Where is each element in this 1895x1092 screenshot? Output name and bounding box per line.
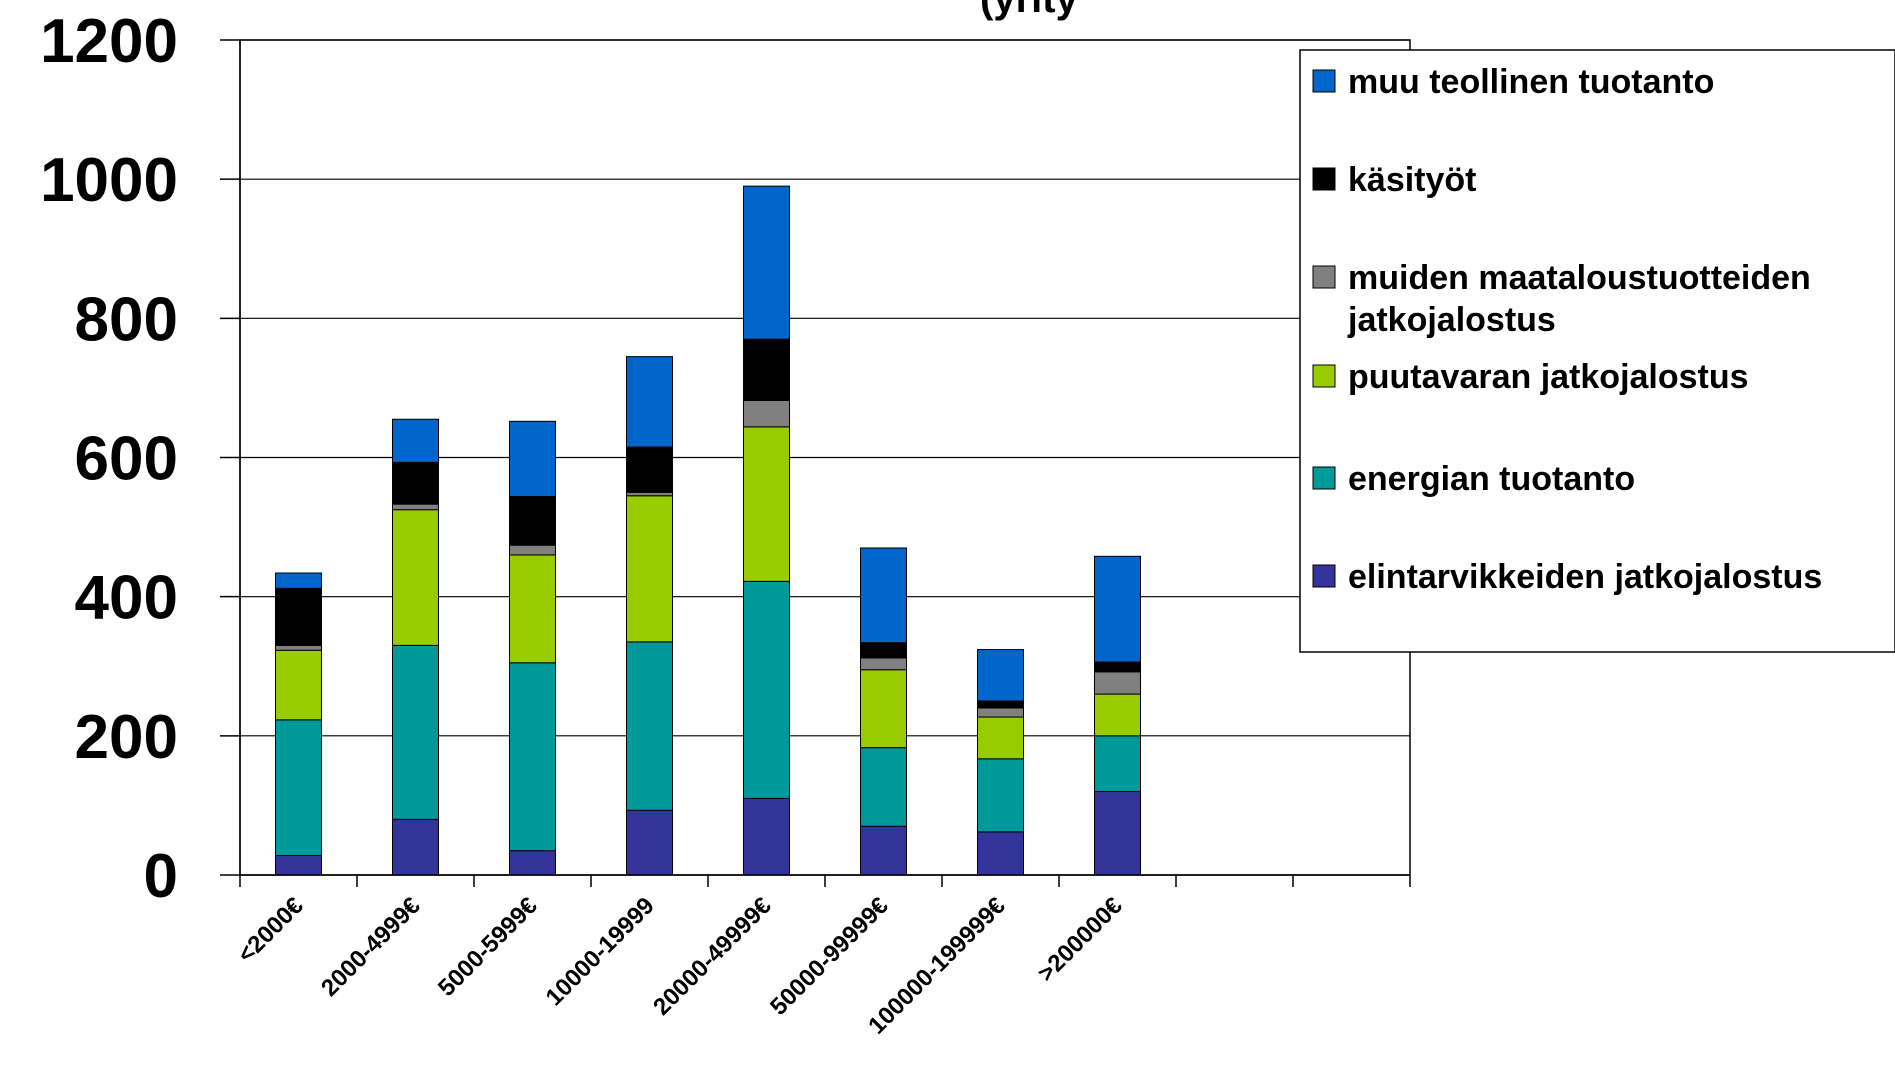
legend-swatch: [1312, 364, 1336, 388]
bar-segment-7-1: [1094, 735, 1141, 792]
bar-segment-0-1: [275, 719, 322, 857]
bar-segment-3-3: [626, 491, 673, 497]
bar-segment-4-2: [743, 426, 790, 582]
bar-segment-7-3: [1094, 671, 1141, 695]
legend: muu teollinen tuotanto käsityöt muiden maa…: [1299, 49, 1895, 653]
bar-segment-0-5: [275, 572, 322, 589]
legend-box: [1299, 49, 1895, 653]
bar-segment-7-4: [1094, 661, 1141, 673]
bar-segment-5-2: [860, 669, 907, 749]
y-tick-label: 400: [75, 564, 178, 633]
legend-swatch: [1312, 564, 1336, 588]
legend-swatch: [1312, 466, 1336, 490]
chart-title: (yrity: [980, 0, 1079, 21]
x-tick-label: 2000-4999€: [316, 892, 426, 1002]
bar-segment-2-4: [509, 495, 556, 546]
bar-segment-2-2: [509, 554, 556, 664]
y-tick-label: 0: [144, 842, 178, 911]
bar-segment-4-0: [743, 797, 790, 876]
y-tick-label: 800: [75, 285, 178, 354]
legend-label: elintarvikkeiden jatkojalostus: [1348, 558, 1822, 596]
bar-segment-6-4: [977, 700, 1024, 709]
axes: [220, 39, 1411, 887]
bar-segment-1-4: [392, 461, 439, 505]
bar-segment-6-3: [977, 707, 1024, 718]
bar-segment-0-3: [275, 644, 322, 651]
bar-segment-5-0: [860, 825, 907, 876]
bar-segment-1-0: [392, 818, 439, 876]
x-tick-label: >200000€: [1033, 892, 1128, 987]
bar-segment-0-0: [275, 855, 322, 876]
x-tick-label: 5000-5999€: [433, 892, 543, 1002]
legend-label: käsityöt: [1348, 161, 1477, 199]
y-tick-label: 600: [75, 425, 178, 494]
bar-segment-7-5: [1094, 555, 1141, 663]
y-tick-label: 1200: [40, 7, 178, 76]
bar-segment-3-5: [626, 356, 673, 448]
bar-segment-4-4: [743, 338, 790, 401]
x-tick-label: 20000-49999€: [648, 892, 777, 1021]
bar-segment-5-4: [860, 642, 907, 659]
bar-segment-6-0: [977, 831, 1024, 876]
legend-swatch: [1312, 265, 1336, 289]
x-tick-labels: <2000€ 2000-4999€ 5000-5999€10000-19999200…: [233, 892, 1128, 1039]
bar-segment-2-3: [509, 544, 556, 556]
legend-swatch: [1312, 167, 1336, 191]
legend-swatch: [1312, 69, 1336, 93]
bar-segment-0-2: [275, 649, 322, 721]
bar-segment-6-5: [977, 649, 1024, 702]
bar-segment-1-2: [392, 509, 439, 646]
x-tick-label: <2000€: [233, 892, 309, 968]
bar-segment-3-0: [626, 809, 673, 876]
x-tick-label: 10000-19999: [541, 892, 660, 1011]
legend-label: muiden maataloustuotteiden jatkojalostus: [1347, 259, 1811, 339]
bar-segment-4-5: [743, 185, 790, 340]
bar-segment-7-0: [1094, 791, 1141, 876]
bar-segment-3-4: [626, 446, 673, 493]
bar-segment-2-5: [509, 420, 556, 497]
x-tick-label: 50000-99999€: [765, 892, 894, 1021]
legend-label: energian tuotanto: [1348, 460, 1635, 498]
bars: [275, 185, 1141, 876]
y-tick-label: 1000: [40, 146, 178, 215]
bar-segment-1-5: [392, 418, 439, 463]
legend-label: puutavaran jatkojalostus: [1348, 358, 1749, 396]
bar-segment-2-0: [509, 850, 556, 876]
bar-segment-3-2: [626, 495, 673, 643]
legend-label: muu teollinen tuotanto: [1348, 63, 1714, 101]
bar-segment-0-4: [275, 587, 322, 646]
bar-segment-2-1: [509, 662, 556, 852]
bar-segment-5-3: [860, 657, 907, 671]
bar-segment-7-2: [1094, 693, 1141, 737]
bar-segment-5-1: [860, 747, 907, 827]
y-tick-labels: 0 200 400 600 800 1000 1200: [40, 7, 178, 911]
bar-segment-6-1: [977, 758, 1024, 833]
bar-segment-4-1: [743, 580, 790, 799]
y-tick-label: 200: [75, 703, 178, 772]
bar-segment-1-3: [392, 503, 439, 511]
bar-segment-3-1: [626, 641, 673, 811]
bar-segment-1-1: [392, 644, 439, 820]
bar-segment-6-2: [977, 716, 1024, 760]
bar-segment-5-5: [860, 547, 907, 644]
bar-segment-4-3: [743, 399, 790, 428]
